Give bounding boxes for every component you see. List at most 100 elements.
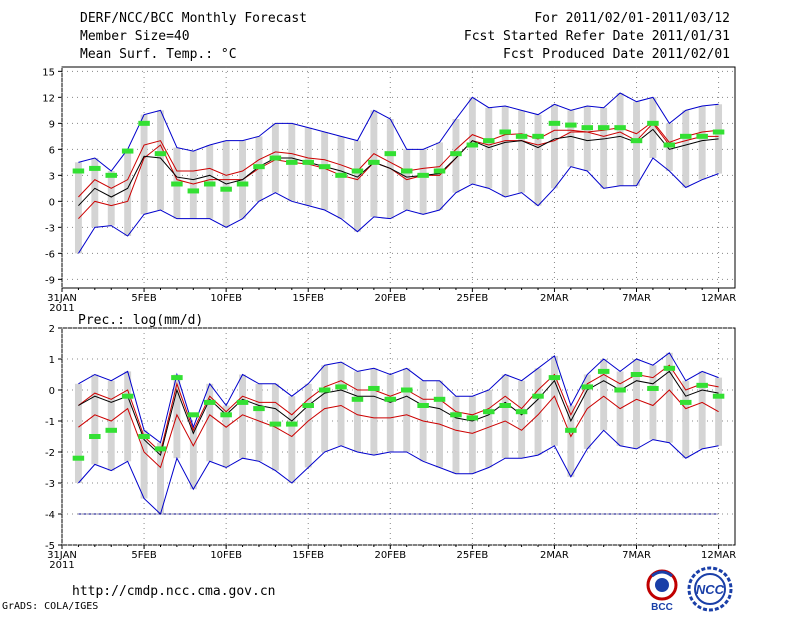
- ensemble-box: [501, 106, 509, 197]
- observed-point: [663, 142, 676, 148]
- x-tick-label: 7MAR: [622, 550, 651, 561]
- series-median: [78, 128, 719, 207]
- observed-point: [433, 168, 446, 174]
- y-tick-label: 12: [42, 93, 55, 104]
- precipitation-panel: -5 -4 -3 -2 -1 0 1 2 31JAN 5FEB 10FEB 15FEB 20FEB 25F…: [45, 313, 736, 571]
- observed-point: [417, 403, 429, 408]
- observed-point: [220, 186, 232, 192]
- source-url[interactable]: http://cmdp.ncc.cma.gov.cn: [72, 584, 276, 599]
- y-tick-label: 0: [49, 386, 55, 397]
- ensemble-box: [107, 380, 115, 471]
- x-year-label: 2011: [49, 560, 74, 571]
- ensemble-box: [534, 114, 542, 206]
- y-tick-label: -1: [45, 417, 55, 428]
- ensemble-box: [304, 127, 312, 206]
- y-tick-label: 6: [49, 145, 55, 156]
- observed-point: [647, 385, 659, 391]
- y-tick-label: 2: [49, 324, 55, 335]
- observed-point: [417, 172, 429, 178]
- x-tick-label: 2MAR: [540, 293, 569, 304]
- observed-point: [302, 403, 314, 408]
- observed-point: [236, 399, 249, 405]
- observed-point: [368, 159, 380, 165]
- observed-point: [171, 181, 183, 187]
- ensemble-box: [501, 374, 509, 459]
- observed-point: [72, 168, 85, 174]
- y-tick-label: -3: [45, 223, 55, 234]
- observed-point: [384, 151, 397, 157]
- ensemble-box: [550, 104, 558, 189]
- observed-point: [203, 181, 216, 187]
- observed-point: [187, 412, 200, 418]
- observed-point: [253, 406, 265, 412]
- observed-point: [581, 384, 594, 390]
- x-tick-label: 5FEB: [131, 293, 156, 304]
- observed-point: [696, 133, 708, 139]
- observed-point: [105, 427, 117, 433]
- y-tick-label: -6: [45, 249, 55, 260]
- ensemble-box: [321, 132, 329, 210]
- observed-point: [318, 164, 331, 170]
- observed-point: [138, 120, 150, 126]
- ensemble-box: [550, 355, 558, 446]
- observed-point: [220, 412, 232, 418]
- observed-point: [286, 421, 298, 427]
- y-tick-label: 9: [49, 119, 55, 130]
- x-tick-label: 15FEB: [292, 293, 324, 304]
- series-q1: [78, 122, 719, 220]
- ensemble-box: [354, 371, 361, 452]
- ensemble-box: [337, 362, 345, 446]
- ensemble-box: [682, 110, 690, 188]
- ensemble-box: [698, 106, 706, 180]
- observed-point: [302, 159, 314, 165]
- ensemble-box: [288, 396, 296, 483]
- observed-point: [548, 375, 561, 381]
- observed-point: [368, 385, 380, 391]
- observed-point: [614, 387, 626, 393]
- x-tick-label: 15FEB: [292, 550, 324, 561]
- ensemble-box: [698, 371, 706, 449]
- ensemble-box: [518, 110, 526, 193]
- series-q3: [78, 364, 719, 453]
- observed-point: [187, 188, 200, 194]
- x-tick-label: 31JAN: [47, 293, 77, 304]
- plot-frame: [61, 327, 736, 546]
- observed-point: [318, 387, 331, 393]
- observed-point: [597, 368, 610, 374]
- ensemble-box: [140, 114, 148, 215]
- observed-point: [696, 382, 708, 388]
- forecast-produced: Fcst Produced Date 2011/02/01: [503, 47, 730, 62]
- observed-point: [548, 120, 561, 126]
- temperature-panel: -9 -6 -3 0 3 6 9 12 15 31JAN 5FEB 10FEB 15FEB 20FEB 25…: [42, 66, 736, 314]
- forecast-started: Fcst Started Refer Date 2011/01/31: [463, 29, 730, 44]
- observed-point: [154, 151, 167, 157]
- y-tick-label: -9: [45, 275, 55, 286]
- ensemble-box: [107, 171, 115, 226]
- variable-label: Mean Surf. Temp.: °C: [80, 47, 237, 62]
- observed-point: [565, 122, 577, 128]
- ensemble-box: [386, 374, 394, 452]
- observed-point: [466, 415, 479, 421]
- observed-point: [72, 455, 85, 461]
- ensemble-box: [485, 390, 493, 468]
- ensemble-box: [616, 93, 624, 186]
- ensemble-box: [518, 380, 526, 459]
- ensemble-box: [124, 371, 132, 462]
- y-tick-label: 15: [42, 67, 55, 78]
- ensemble-box: [74, 162, 82, 254]
- observed-point: [483, 409, 495, 415]
- observed-point: [351, 168, 364, 174]
- observed-point: [89, 434, 101, 439]
- observed-point: [138, 434, 150, 439]
- observed-point: [400, 387, 413, 393]
- ensemble-box: [583, 374, 591, 449]
- observed-point: [105, 172, 117, 178]
- ensemble-box: [403, 368, 411, 452]
- x-tick-label: 12MAR: [701, 293, 736, 304]
- observed-point: [450, 151, 462, 157]
- observed-point: [269, 155, 282, 161]
- observed-point: [89, 165, 101, 171]
- observed-point: [680, 133, 692, 139]
- ensemble-box: [74, 383, 82, 483]
